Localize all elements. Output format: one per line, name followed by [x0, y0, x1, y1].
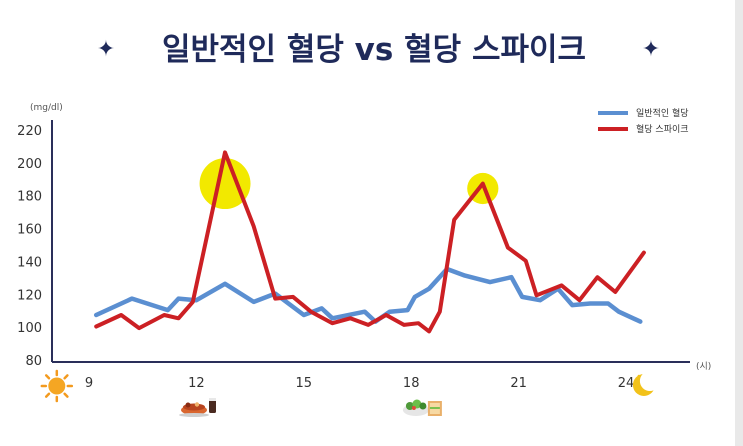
- series-layer: [93, 150, 646, 334]
- x-axis-icons: [40, 369, 660, 417]
- sun-icon: [40, 369, 74, 403]
- salad-sandwich-icon: [402, 399, 442, 416]
- title-star-left: ✦: [97, 37, 115, 62]
- y-tick-180: 180: [17, 190, 42, 205]
- x-tick-labels: 9 12 15 18 21 24: [85, 376, 634, 391]
- legend-label-2: 혈당 스파이크: [636, 123, 689, 135]
- chart-title-group: ✦ 일반적인 혈당 vs 혈당 스파이크 ✦: [97, 32, 660, 68]
- x-tick-18: 18: [403, 376, 420, 391]
- crescent-moon-icon: [632, 371, 660, 396]
- lunch-food-icon: [179, 398, 216, 417]
- window-edge: [735, 0, 743, 446]
- x-tick-12: 12: [188, 376, 205, 391]
- y-tick-labels: 80 100 120 140 160 180 200 220: [17, 124, 42, 369]
- y-tick-100: 100: [17, 321, 42, 336]
- legend-label-1: 일반적인 혈당: [636, 107, 689, 119]
- highlight-circle-1: [199, 158, 251, 210]
- x-tick-21: 21: [510, 376, 527, 391]
- series-line-1: [93, 266, 643, 324]
- x-tick-24: 24: [618, 376, 635, 391]
- title-star-right: ✦: [642, 37, 660, 62]
- x-axis-unit-label: (시): [696, 361, 711, 372]
- series-line-2: [94, 150, 646, 334]
- y-axis-unit-label: (mg/dl): [30, 103, 63, 113]
- y-tick-120: 120: [17, 288, 42, 303]
- x-tick-9: 9: [85, 376, 93, 391]
- axes: (mg/dl) (시): [30, 103, 711, 372]
- y-tick-140: 140: [17, 255, 42, 270]
- y-tick-200: 200: [17, 157, 42, 172]
- y-tick-220: 220: [17, 124, 42, 139]
- y-tick-160: 160: [17, 223, 42, 238]
- x-tick-15: 15: [296, 376, 313, 391]
- y-tick-80: 80: [25, 354, 42, 369]
- chart-title: 일반적인 혈당 vs 혈당 스파이크: [162, 32, 586, 68]
